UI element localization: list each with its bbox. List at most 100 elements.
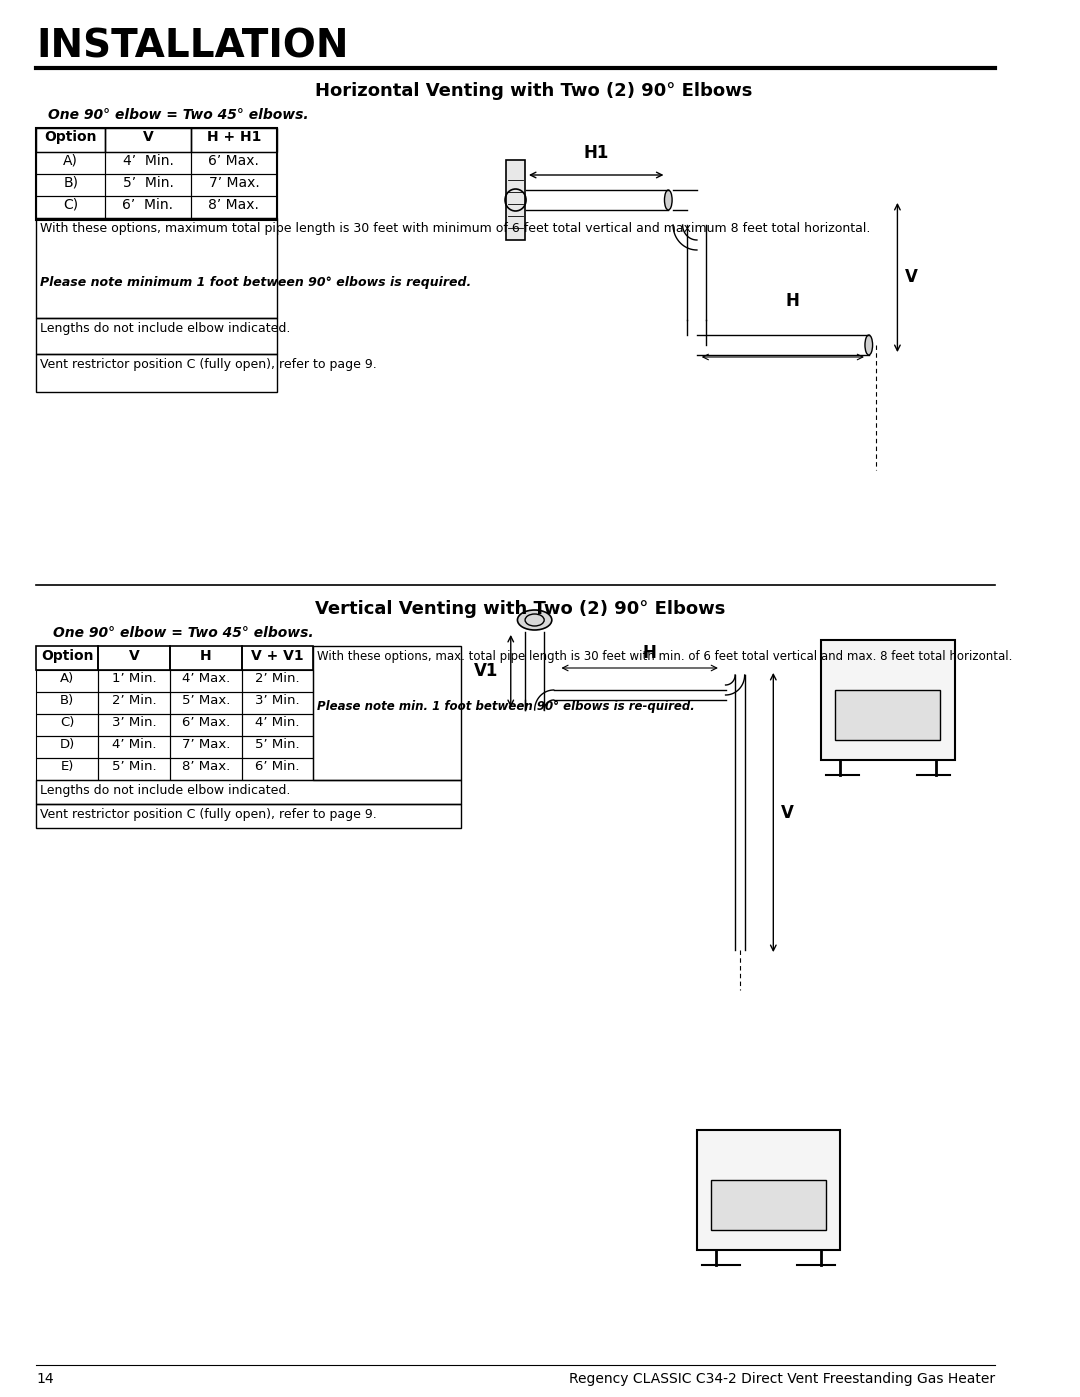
Text: C): C) <box>63 198 78 212</box>
Text: 4’ Min.: 4’ Min. <box>255 717 299 729</box>
Bar <box>170 692 242 714</box>
Text: 8’ Max.: 8’ Max. <box>181 760 230 773</box>
Bar <box>37 671 98 692</box>
Text: 6’ Max.: 6’ Max. <box>208 154 259 168</box>
Ellipse shape <box>664 190 672 210</box>
Bar <box>821 640 955 760</box>
Bar <box>170 671 242 692</box>
Text: 5’  Min.: 5’ Min. <box>122 176 174 190</box>
Text: 8’ Max.: 8’ Max. <box>208 198 259 212</box>
Text: 3’ Min.: 3’ Min. <box>255 694 299 707</box>
Text: H: H <box>643 644 657 662</box>
Text: Vent restrictor position C (fully open), refer to page 9.: Vent restrictor position C (fully open),… <box>40 358 377 372</box>
Text: B): B) <box>63 176 78 190</box>
Text: V + V1: V + V1 <box>251 650 303 664</box>
Text: H: H <box>200 650 212 664</box>
Text: 6’ Min.: 6’ Min. <box>255 760 299 773</box>
Bar <box>37 129 105 152</box>
Text: With these options, max. total pipe length is 30 feet with min. of 6 feet total : With these options, max. total pipe leng… <box>316 650 1012 664</box>
Bar <box>242 759 313 780</box>
Text: Please note minimum 1 foot between 90° elbows is required.: Please note minimum 1 foot between 90° e… <box>40 277 471 289</box>
Text: 5’ Min.: 5’ Min. <box>112 760 157 773</box>
Text: 4’  Min.: 4’ Min. <box>122 154 174 168</box>
Text: Please note min. 1 foot between 90° elbows is re-quired.: Please note min. 1 foot between 90° elbo… <box>316 700 694 712</box>
Bar <box>98 671 170 692</box>
Text: A): A) <box>60 672 75 685</box>
Text: Vertical Venting with Two (2) 90° Elbows: Vertical Venting with Two (2) 90° Elbows <box>315 599 726 617</box>
Bar <box>37 152 105 175</box>
Text: Option: Option <box>44 130 97 144</box>
Bar <box>37 645 98 671</box>
Text: B): B) <box>60 694 75 707</box>
Bar <box>98 736 170 759</box>
Text: 2’ Min.: 2’ Min. <box>255 672 299 685</box>
Bar <box>37 759 98 780</box>
Ellipse shape <box>865 335 873 355</box>
Text: Option: Option <box>41 650 94 664</box>
Bar <box>835 690 941 740</box>
Bar <box>697 1130 840 1250</box>
Bar <box>170 714 242 736</box>
Bar <box>37 780 461 805</box>
Bar <box>313 645 461 780</box>
Text: V1: V1 <box>474 662 498 680</box>
Bar <box>242 692 313 714</box>
Text: Lengths do not include elbow indicated.: Lengths do not include elbow indicated. <box>40 321 291 335</box>
Bar <box>105 196 191 218</box>
Bar <box>37 319 276 353</box>
Text: H1: H1 <box>583 144 609 162</box>
Text: V: V <box>143 130 153 144</box>
Bar <box>242 645 313 671</box>
Bar <box>37 129 276 219</box>
Bar <box>37 353 276 393</box>
Bar <box>37 692 98 714</box>
Text: 1’ Min.: 1’ Min. <box>112 672 157 685</box>
Text: C): C) <box>60 717 75 729</box>
Bar <box>191 175 276 196</box>
Bar <box>507 161 525 240</box>
Text: Vent restrictor position C (fully open), refer to page 9.: Vent restrictor position C (fully open),… <box>40 807 377 821</box>
Text: V: V <box>905 268 918 286</box>
Text: One 90° elbow = Two 45° elbows.: One 90° elbow = Two 45° elbows. <box>48 108 309 122</box>
Text: 4’ Min.: 4’ Min. <box>112 738 157 752</box>
Text: A): A) <box>64 154 78 168</box>
Bar <box>242 714 313 736</box>
Bar <box>98 714 170 736</box>
Bar <box>37 196 105 218</box>
Bar <box>242 736 313 759</box>
Bar <box>712 1180 826 1229</box>
Bar <box>191 152 276 175</box>
Text: H + H1: H + H1 <box>206 130 261 144</box>
Text: 7’ Max.: 7’ Max. <box>181 738 230 752</box>
Bar <box>242 671 313 692</box>
Bar <box>170 759 242 780</box>
Text: Horizontal Venting with Two (2) 90° Elbows: Horizontal Venting with Two (2) 90° Elbo… <box>315 82 753 101</box>
Bar <box>98 692 170 714</box>
Text: V: V <box>781 803 794 821</box>
Bar <box>37 175 105 196</box>
Bar <box>105 152 191 175</box>
Text: H: H <box>785 292 799 310</box>
Bar <box>170 736 242 759</box>
Bar <box>191 196 276 218</box>
Bar <box>170 645 242 671</box>
Text: 2’ Min.: 2’ Min. <box>112 694 157 707</box>
Text: V: V <box>129 650 139 664</box>
Text: INSTALLATION: INSTALLATION <box>37 28 349 66</box>
Bar <box>98 645 170 671</box>
Bar <box>37 736 98 759</box>
Ellipse shape <box>517 610 552 630</box>
Text: 7’ Max.: 7’ Max. <box>208 176 259 190</box>
Bar <box>191 129 276 152</box>
Text: With these options, maximum total pipe length is 30 feet with minimum of 6 feet : With these options, maximum total pipe l… <box>40 222 870 235</box>
Text: 4’ Max.: 4’ Max. <box>181 672 230 685</box>
Bar <box>37 714 98 736</box>
Bar <box>37 805 461 828</box>
Text: 6’ Max.: 6’ Max. <box>181 717 230 729</box>
Bar <box>105 175 191 196</box>
Text: 14: 14 <box>37 1372 54 1386</box>
Bar <box>37 218 276 319</box>
Text: One 90° elbow = Two 45° elbows.: One 90° elbow = Two 45° elbows. <box>53 626 313 640</box>
Text: E): E) <box>60 760 75 773</box>
Text: Lengths do not include elbow indicated.: Lengths do not include elbow indicated. <box>40 784 291 798</box>
